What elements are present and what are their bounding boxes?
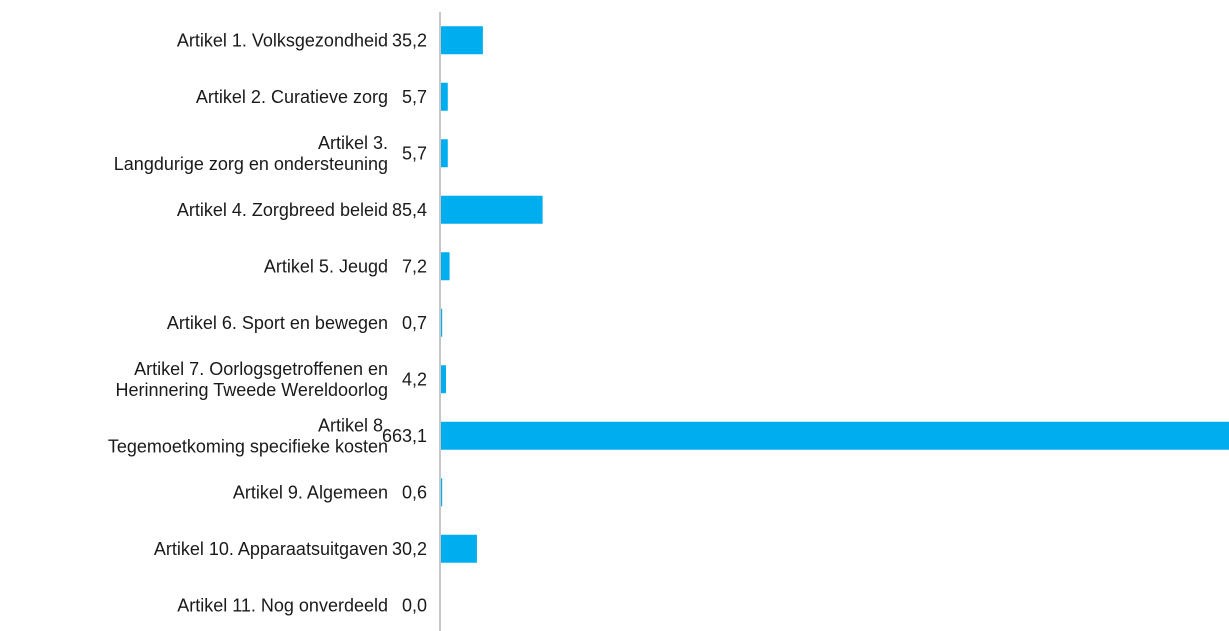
value-label-9: 0,6 <box>402 482 427 502</box>
category-label-line: Artikel 3. <box>318 133 388 153</box>
category-label-line: Artikel 2. Curatieve zorg <box>196 87 388 107</box>
category-label-11: Artikel 11. Nog onverdeeld <box>177 595 388 615</box>
bar-9 <box>441 478 443 507</box>
category-label-2: Artikel 2. Curatieve zorg <box>196 87 388 107</box>
bar-8 <box>441 421 1229 450</box>
bar-3 <box>441 139 448 168</box>
category-label-1: Artikel 1. Volksgezondheid <box>177 30 388 50</box>
category-label-line: Artikel 9. Algemeen <box>233 482 388 502</box>
value-label-6: 0,7 <box>402 313 427 333</box>
value-label-11: 0,0 <box>402 595 427 615</box>
category-label-line: Artikel 6. Sport en bewegen <box>167 313 388 333</box>
category-label-8: Artikel 8. Tegemoetkoming specifieke kost… <box>108 415 388 456</box>
value-label-8: 663,1 <box>382 426 427 446</box>
bar-10 <box>441 534 477 563</box>
category-label-7: Artikel 7. Oorlogsgetroffenen en Herinner… <box>116 359 389 400</box>
category-label-line: Artikel 5. Jeugd <box>264 256 388 276</box>
category-label-line: Artikel 11. Nog onverdeeld <box>177 595 388 615</box>
bar-1 <box>441 26 483 55</box>
category-label-line: Artikel 7. Oorlogsgetroffenen en <box>134 359 388 379</box>
bar-2 <box>441 82 448 111</box>
value-label-4: 85,4 <box>392 200 427 220</box>
category-label-6: Artikel 6. Sport en bewegen <box>167 313 388 333</box>
category-label-10: Artikel 10. Apparaatsuitgaven <box>154 539 388 559</box>
category-label-line: Artikel 8. <box>318 415 388 435</box>
bars-layer <box>441 26 1229 563</box>
category-label-line: Artikel 1. Volksgezondheid <box>177 30 388 50</box>
category-label-3: Artikel 3. Langdurige zorg en ondersteuni… <box>114 133 388 174</box>
bar-4 <box>441 195 543 224</box>
value-label-10: 30,2 <box>392 539 427 559</box>
category-label-4: Artikel 4. Zorgbreed beleid <box>177 200 388 220</box>
value-label-2: 5,7 <box>402 87 427 107</box>
value-label-1: 35,2 <box>392 30 427 50</box>
value-label-5: 7,2 <box>402 256 427 276</box>
category-label-line: Langdurige zorg en ondersteuning <box>114 154 388 174</box>
category-label-5: Artikel 5. Jeugd <box>264 256 388 276</box>
category-label-9: Artikel 9. Algemeen <box>233 482 388 502</box>
value-label-3: 5,7 <box>402 143 427 163</box>
value-label-7: 4,2 <box>402 369 427 389</box>
bar-7 <box>441 365 446 394</box>
bar-5 <box>441 252 450 281</box>
labels-layer: Artikel 1. Volksgezondheid 35,2 Artikel 2.… <box>108 30 427 615</box>
category-label-line: Artikel 10. Apparaatsuitgaven <box>154 539 388 559</box>
category-label-line: Tegemoetkoming specifieke kosten <box>108 436 388 456</box>
bar-6 <box>441 308 443 337</box>
category-label-line: Artikel 4. Zorgbreed beleid <box>177 200 388 220</box>
category-label-line: Herinnering Tweede Wereldoorlog <box>116 380 389 400</box>
